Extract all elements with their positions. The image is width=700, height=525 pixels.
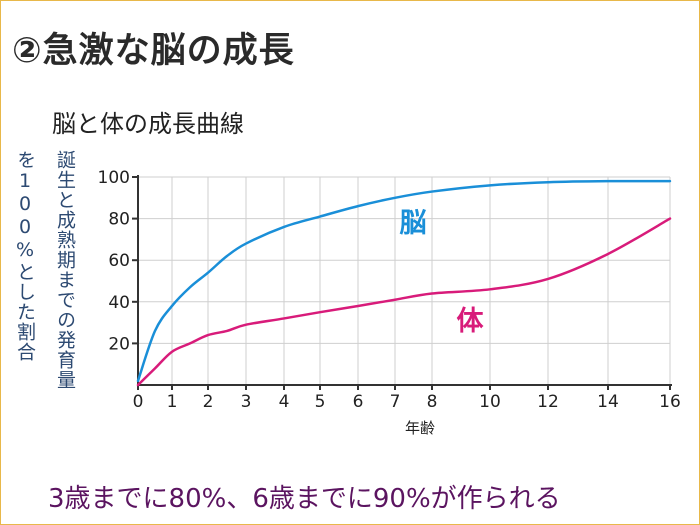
series-label-brain: 脳 bbox=[399, 208, 427, 239]
x-tick-label: 14 bbox=[597, 392, 619, 412]
y-axis-label-line-1: 誕生と成熟期までの発育量 bbox=[54, 150, 76, 390]
x-axis-label: 年齢 bbox=[405, 419, 435, 437]
x-tick-label: 1 bbox=[167, 392, 178, 412]
x-tick-label: 0 bbox=[133, 392, 144, 412]
y-axis-label-line-2: を100%とした割合 bbox=[14, 150, 36, 362]
x-tick-label: 6 bbox=[353, 392, 364, 412]
x-tick-label: 8 bbox=[427, 392, 438, 412]
series-line-brain bbox=[136, 179, 672, 383]
y-tick-label: 20 bbox=[108, 334, 130, 354]
series-line-body bbox=[136, 217, 672, 387]
chart-series bbox=[136, 179, 672, 387]
x-tick-label: 10 bbox=[479, 392, 501, 412]
x-tick-label: 3 bbox=[241, 392, 252, 412]
chart-caption: 3歳までに80%、6歳までに90%が作られる bbox=[48, 484, 561, 514]
slide-heading: ②急激な脳の成長 bbox=[12, 31, 295, 71]
series-label-body: 体 bbox=[457, 306, 485, 337]
y-tick-label: 100 bbox=[98, 168, 130, 188]
x-tick-label: 5 bbox=[315, 392, 326, 412]
x-tick-label: 4 bbox=[279, 392, 290, 412]
x-tick-label: 2 bbox=[203, 392, 214, 412]
x-tick-label: 7 bbox=[390, 392, 401, 412]
y-tick-label: 60 bbox=[108, 251, 130, 271]
y-tick-label: 80 bbox=[108, 210, 130, 230]
x-tick-label: 12 bbox=[537, 392, 559, 412]
y-tick-label: 40 bbox=[108, 293, 130, 313]
chart-title: 脳と体の成長曲線 bbox=[52, 110, 244, 138]
chart-series-labels: 脳体 bbox=[399, 208, 485, 337]
x-tick-label: 16 bbox=[659, 392, 681, 412]
